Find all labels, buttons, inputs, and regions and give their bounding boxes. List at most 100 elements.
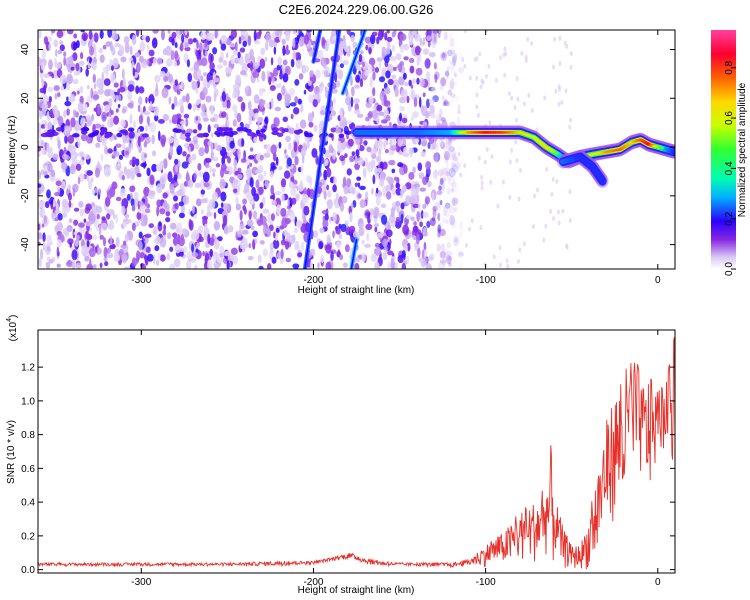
- noise-speck: [410, 89, 415, 100]
- noise-speck: [187, 179, 194, 188]
- noise-speck: [220, 191, 227, 202]
- noise-speck: [323, 190, 327, 200]
- noise-speck: [303, 34, 309, 45]
- noise-speck: [357, 157, 364, 166]
- noise-speck: [220, 35, 228, 44]
- noise-speck: [358, 226, 365, 237]
- noise-speck: [490, 153, 494, 159]
- noise-speck: [162, 113, 170, 122]
- noise-speck: [253, 30, 257, 41]
- noise-speck: [195, 198, 202, 207]
- noise-speck: [61, 153, 69, 160]
- snr-y-tick-label: 0.6: [21, 464, 35, 475]
- noise-speck: [61, 184, 65, 190]
- noise-speck: [126, 193, 131, 201]
- noise-speck: [433, 62, 437, 70]
- colorbar-tick-label: 0.6: [724, 111, 735, 125]
- noise-speck: [78, 201, 84, 208]
- noise-speck: [252, 210, 258, 220]
- noise-speck: [446, 65, 450, 72]
- noise-speck: [66, 73, 73, 85]
- noise-speck: [424, 196, 430, 205]
- noise-speck: [262, 208, 270, 214]
- noise-speck: [457, 251, 465, 257]
- noise-speck: [173, 60, 178, 67]
- noise-speck: [274, 106, 282, 112]
- noise-speck: [244, 53, 250, 62]
- noise-speck: [43, 73, 50, 79]
- noise-speck: [545, 166, 549, 172]
- noise-speck: [349, 155, 355, 163]
- noise-speck: [281, 217, 288, 229]
- noise-speck: [136, 62, 141, 74]
- noise-speck: [395, 182, 401, 189]
- noise-speck: [169, 222, 177, 230]
- noise-speck: [248, 210, 252, 220]
- noise-speck: [236, 112, 242, 123]
- noise-speck: [384, 32, 388, 41]
- noise-speck: [192, 229, 200, 241]
- noise-speck: [331, 88, 338, 94]
- noise-speck: [293, 107, 300, 115]
- noise-speck: [182, 151, 187, 157]
- noise-speck: [254, 238, 258, 244]
- noise-speck: [137, 104, 141, 113]
- noise-speck: [123, 35, 130, 45]
- noise-speck: [55, 202, 59, 212]
- noise-speck: [312, 92, 320, 100]
- noise-speck: [288, 127, 295, 134]
- noise-speck: [400, 44, 404, 54]
- noise-speck: [146, 115, 150, 125]
- noise-speck: [275, 227, 280, 233]
- noise-speck: [325, 261, 332, 269]
- noise-speck: [91, 188, 96, 195]
- noise-speck: [381, 68, 385, 79]
- noise-speck: [565, 243, 569, 249]
- noise-speck: [401, 262, 407, 269]
- noise-speck: [275, 84, 280, 89]
- noise-speck: [59, 44, 65, 52]
- noise-speck: [423, 48, 429, 55]
- noise-speck: [292, 51, 297, 60]
- noise-speck: [346, 168, 352, 176]
- band-speck: [271, 127, 280, 132]
- noise-speck: [254, 61, 260, 68]
- noise-speck: [185, 93, 190, 103]
- noise-speck: [364, 36, 372, 44]
- noise-speck: [129, 45, 133, 56]
- noise-speck: [435, 142, 439, 152]
- noise-speck: [408, 171, 415, 180]
- noise-speck: [193, 213, 198, 220]
- noise-speck: [367, 110, 373, 119]
- noise-speck: [435, 113, 442, 123]
- noise-speck: [383, 140, 386, 150]
- noise-speck: [330, 250, 334, 262]
- noise-speck: [489, 179, 493, 185]
- band-speck: [72, 133, 80, 138]
- noise-speck: [370, 159, 376, 169]
- noise-speck: [156, 199, 162, 208]
- noise-speck: [502, 52, 506, 58]
- noise-speck: [297, 252, 303, 258]
- noise-speck: [271, 256, 277, 264]
- noise-speck: [536, 187, 540, 193]
- band-speck: [338, 133, 345, 138]
- noise-speck: [442, 101, 447, 107]
- noise-speck: [303, 65, 310, 73]
- noise-speck: [276, 92, 282, 102]
- noise-speck: [416, 77, 420, 85]
- noise-speck: [123, 266, 131, 269]
- noise-speck: [404, 82, 409, 87]
- noise-speck: [131, 34, 137, 46]
- snr-y-multiplier-base: (x10: [8, 321, 19, 341]
- noise-speck: [109, 235, 113, 245]
- noise-speck: [202, 171, 210, 183]
- noise-speck: [256, 219, 263, 227]
- noise-speck: [335, 128, 342, 134]
- noise-speck: [81, 32, 89, 41]
- noise-speck: [62, 212, 68, 218]
- noise-speck: [336, 241, 341, 249]
- noise-speck: [181, 161, 189, 169]
- noise-speck: [226, 99, 231, 109]
- noise-speck: [386, 30, 390, 34]
